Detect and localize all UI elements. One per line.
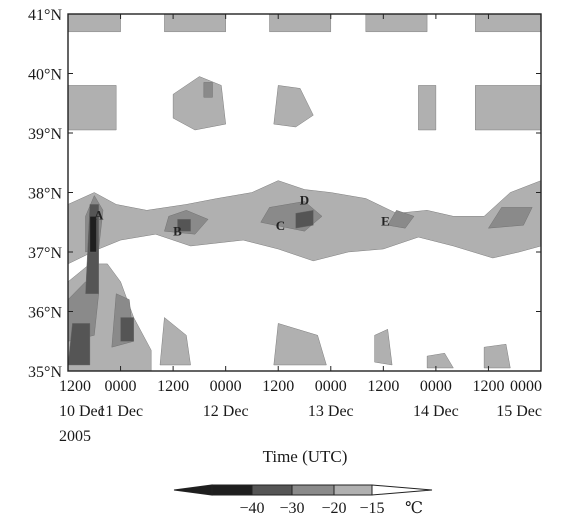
x-tick-time-label: 1200 (367, 378, 399, 395)
y-axis-ticks: 35°N 36°N 37°N 38°N 39°N 40°N 41°N (28, 7, 541, 381)
x-tick-date-label: 15 Dec (496, 403, 542, 420)
contour-region-10 (475, 85, 541, 131)
contour-region-13 (159, 317, 191, 366)
colorbar-label: −15 (359, 500, 384, 517)
colorbar-segment (333, 484, 373, 496)
contour-region-5 (68, 85, 117, 131)
contour-region-8 (273, 85, 314, 128)
contour-region-24 (488, 207, 533, 229)
contour-regions (68, 14, 541, 371)
contour-region-1 (164, 14, 226, 32)
annotation-label-a: A (94, 207, 104, 222)
contour-region-9 (418, 85, 437, 131)
contour-region-14 (273, 323, 327, 366)
contour-region-17 (483, 344, 511, 369)
annotation-label-b: B (173, 223, 182, 238)
x-tick-time-label: 0000 (510, 378, 542, 395)
y-tick-label: 36°N (28, 305, 62, 322)
x-tick-date-label: 11 Dec (98, 403, 143, 420)
y-tick-label: 35°N (28, 364, 62, 381)
x-tick-date-label: 10 Dec (59, 403, 105, 420)
x-tick-time-label: 0000 (105, 378, 137, 395)
annotation-label-d: D (300, 192, 309, 207)
x-tick-date-label: 14 Dec (413, 403, 459, 420)
x-tick-time-label: 0000 (315, 378, 347, 395)
contour-region-7 (203, 82, 213, 98)
colorbar-label: −30 (279, 500, 304, 517)
colorbar: −40 −30 −20 −15 ℃ (173, 484, 433, 517)
x-tick-time-label: 1200 (262, 378, 294, 395)
y-tick-label: 41°N (28, 7, 62, 24)
contour-region-28 (177, 219, 191, 232)
contour-region-0 (68, 14, 121, 32)
contour-region-15 (374, 329, 393, 366)
contour-region-29 (295, 210, 314, 229)
x-tick-time-label: 1200 (472, 378, 504, 395)
annotation-label-e: E (381, 213, 390, 228)
colorbar-segment (251, 484, 293, 496)
contour-region-30 (89, 216, 97, 253)
colorbar-label: −20 (321, 500, 346, 517)
contour-region-23 (387, 210, 415, 229)
contour-region-2 (269, 14, 331, 32)
x-tick-time-label: 1200 (59, 378, 91, 395)
contour-region-16 (426, 353, 454, 369)
x-tick-year-label: 2005 (59, 428, 91, 445)
contour-region-27 (120, 317, 134, 342)
x-tick-time-label: 0000 (420, 378, 452, 395)
y-tick-label: 37°N (28, 245, 62, 262)
colorbar-unit: ℃ (405, 500, 423, 517)
colorbar-label: −40 (239, 500, 264, 517)
y-tick-label: 38°N (28, 186, 62, 203)
y-tick-label: 40°N (28, 67, 62, 84)
annotations: A B CD E (94, 192, 390, 238)
colorbar-segment (211, 484, 253, 496)
x-axis-ticks: 1200 10 Dec 2005 0000 11 Dec 1200 0000 12 Dec 12… (59, 14, 542, 445)
contour-region-3 (365, 14, 428, 32)
colorbar-segment (291, 484, 335, 496)
x-tick-date-label: 12 Dec (203, 403, 249, 420)
x-tick-date-label: 13 Dec (308, 403, 354, 420)
x-tick-time-label: 0000 (210, 378, 242, 395)
annotation-label-c: C (276, 218, 285, 233)
contour-region-4 (475, 14, 541, 32)
contour-region-26 (68, 323, 91, 366)
plot-area: A B CD E (67, 13, 542, 372)
colorbar-segment-lowest (173, 484, 213, 496)
colorbar-segment-highest (371, 484, 433, 496)
x-axis-title: Time (UTC) (263, 447, 348, 466)
x-tick-time-label: 1200 (157, 378, 189, 395)
y-tick-label: 39°N (28, 126, 62, 143)
